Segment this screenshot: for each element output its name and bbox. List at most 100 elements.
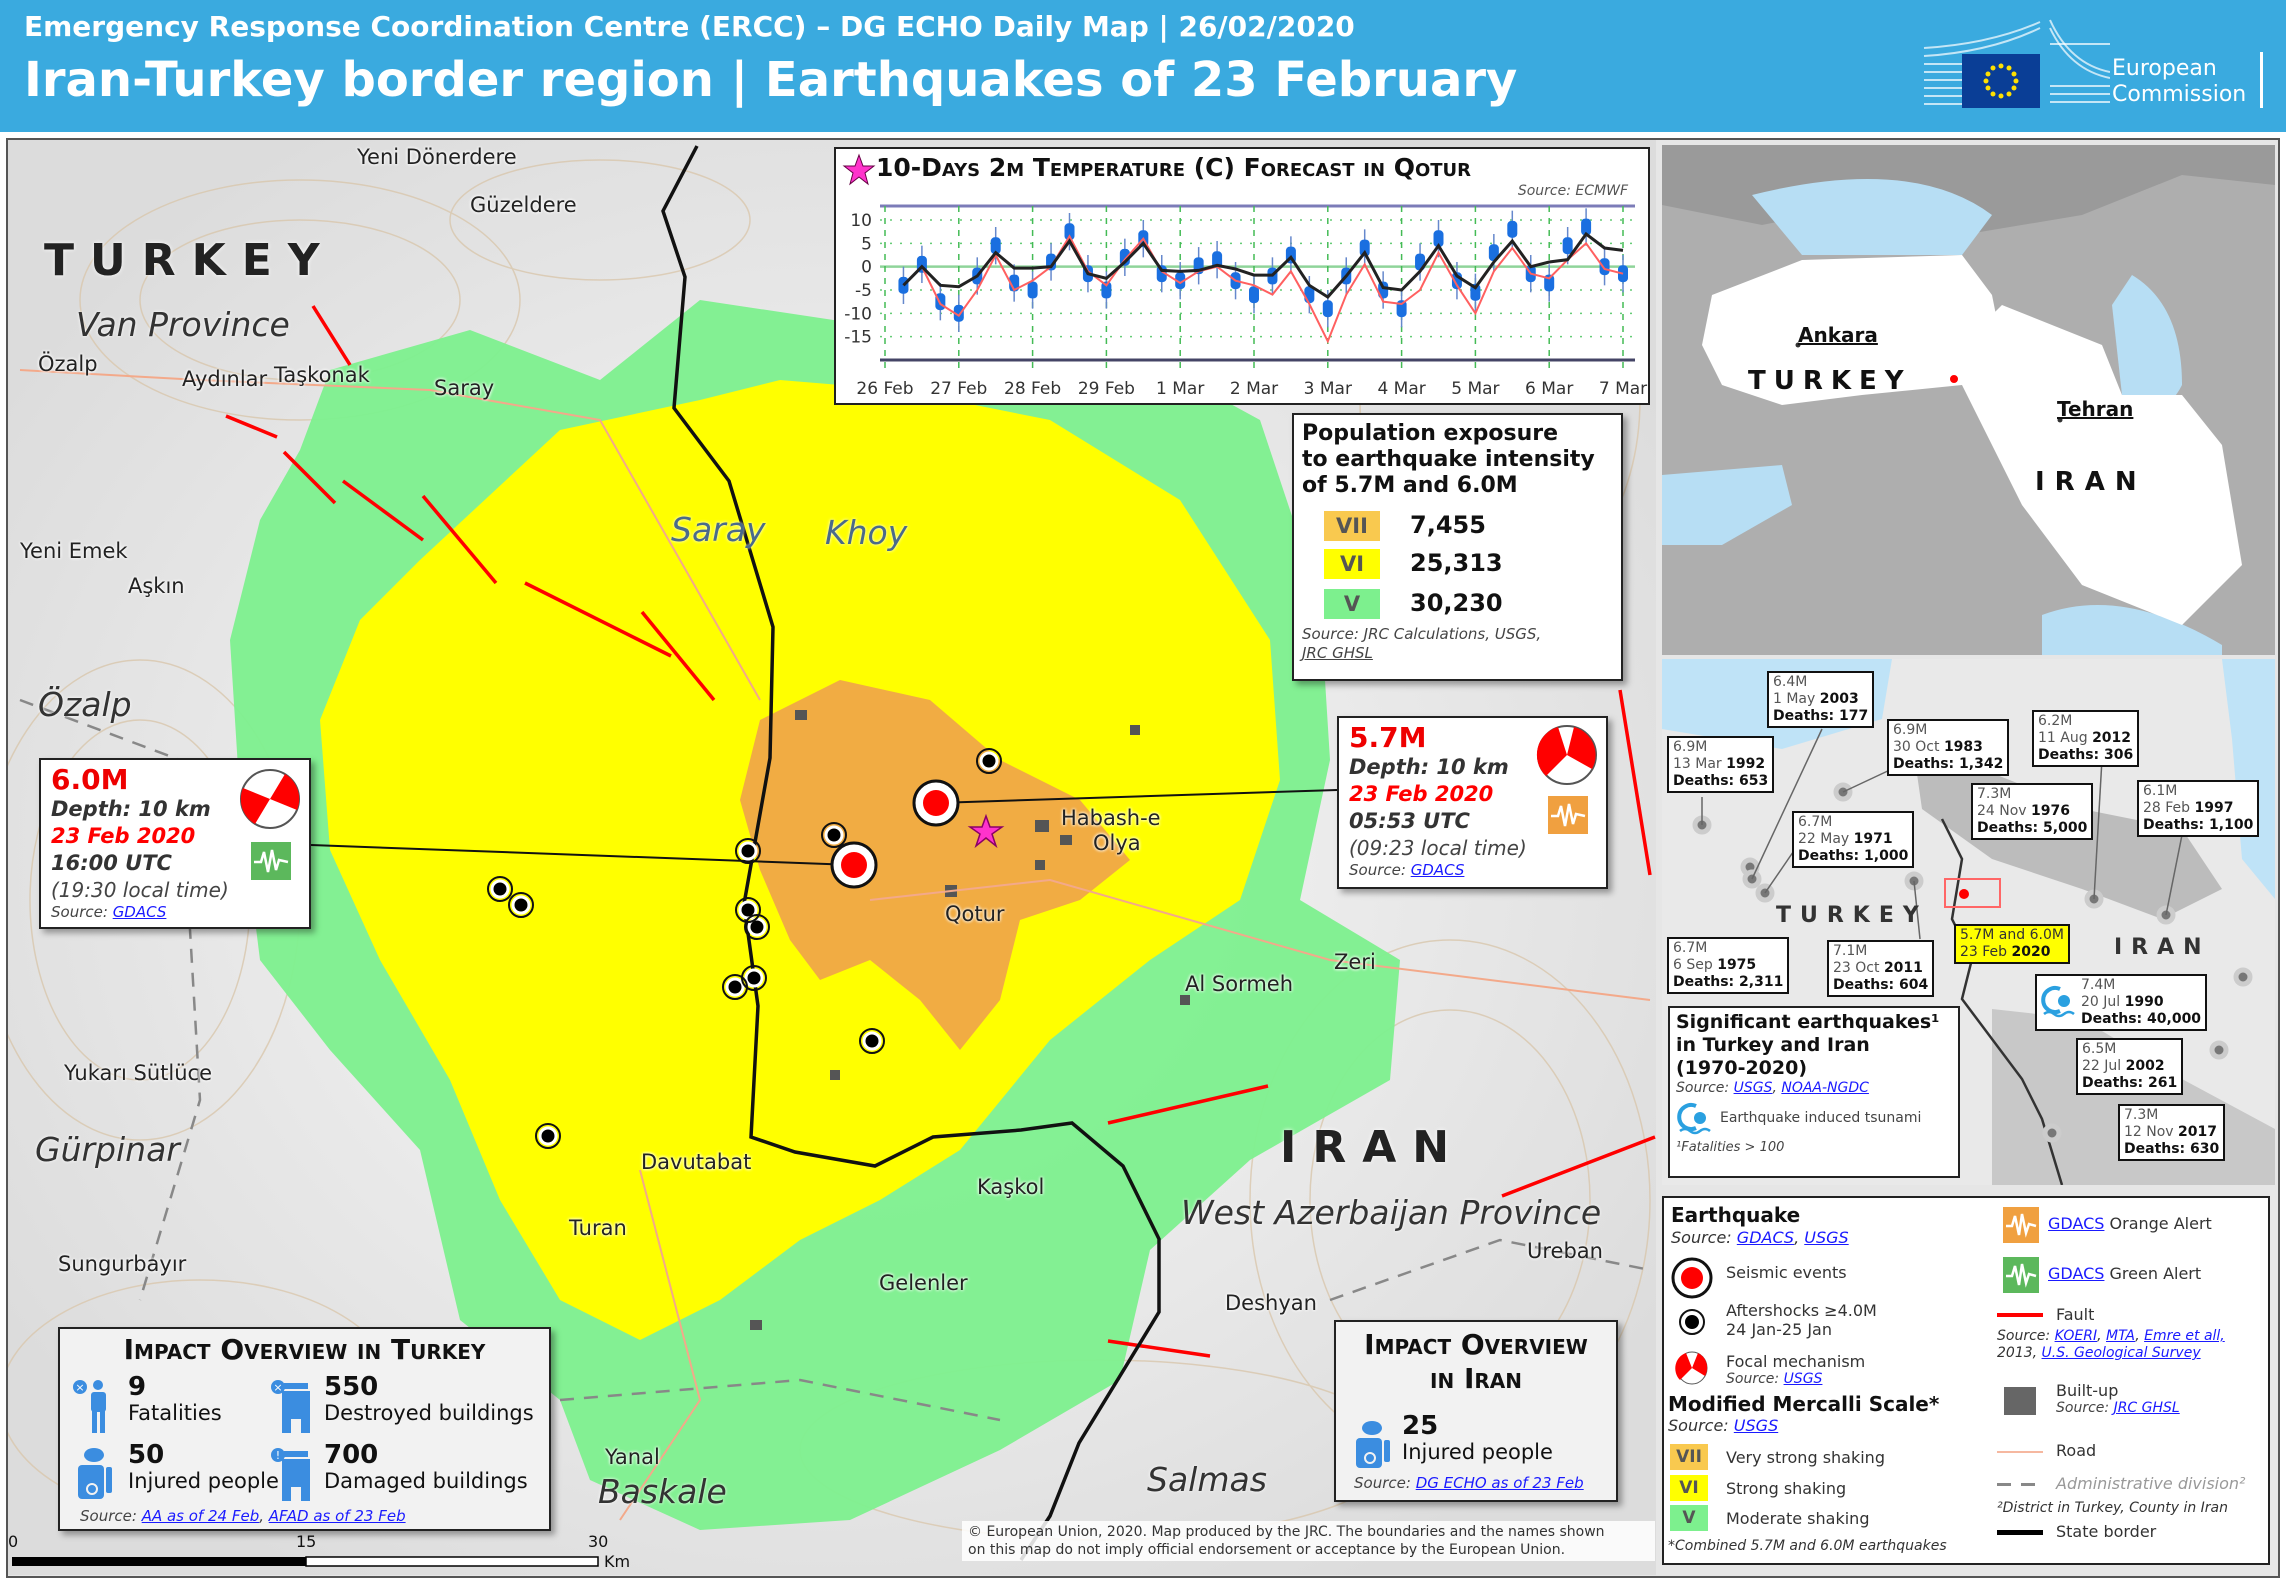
fault-lines [225,305,1656,1358]
impact-overview-turkey: Impact Overview in Turkey × 9 Fatalities … [58,1327,551,1531]
gdacs-link[interactable]: GDACS [1736,1228,1795,1247]
roads [19,369,1651,1521]
historical-earthquake-label: 6.9M 30 Oct 1983 Deaths: 1,342 [1887,719,2010,776]
legend-state-border-label: State border [2056,1522,2157,1541]
usgs-link[interactable]: USGS [1783,1371,1823,1387]
focal-mechanism-icon [1536,725,1597,785]
aftershock-markers[interactable] [487,748,1002,1149]
focal-mechanism-icon [240,769,300,829]
leader-line-6-0 [310,844,855,866]
population-exposure-box: Population exposure to earthquake intensi… [1292,413,1623,681]
damaged-buildings-count: 700 [324,1440,379,1470]
impact-title: Impact Overview in Turkey [123,1333,486,1366]
region-label: West Azerbaijan Province [1181,1193,1602,1232]
legend-fault-label: Fault [2056,1305,2095,1324]
damaged-buildings-label: Damaged buildings [324,1469,528,1493]
mta-link[interactable]: MTA [2106,1328,2136,1344]
noaa-link[interactable]: NOAA-NGDC [1781,1080,1869,1096]
map-disclaimer: © European Union, 2020. Map produced by … [962,1521,1655,1561]
place-label: Habash-e [1061,806,1161,830]
seismic-event-6-0[interactable] [830,841,878,889]
dg-echo-source-link[interactable]: DG ECHO as of 23 Feb [1415,1474,1584,1492]
temperature-chart: 10-Days 2m Temperature (C) Forecast in Q… [834,147,1650,405]
legend-aftershocks-dates: 24 Jan-25 Jan [1726,1320,1832,1339]
population-row: VI 25,313 [1324,549,1613,589]
fatalities-label: Fatalities [128,1401,222,1425]
afad-source-link[interactable]: AFAD as of 23 Feb [268,1507,406,1525]
seismic-event-5-7[interactable] [912,779,960,827]
chart-title: 10-Days 2m Temperature (C) Forecast in Q… [876,153,1472,182]
legend-admin-note: ²District in Turkey, County in Iran [1997,1500,2229,1516]
population-row: VII 7,455 [1324,511,1613,549]
legend-seismic-label: Seismic events [1726,1263,1847,1282]
page-title: Iran-Turkey border region | Earthquakes … [24,52,1518,108]
place-label: Güzeldere [470,193,577,217]
koeri-link[interactable]: KOERI [2054,1328,2098,1344]
persian-gulf [2042,605,2222,655]
legend-mmi-vii: VII Very strong shaking [1670,1444,1885,1470]
gdacs-link[interactable]: GDACS [1410,861,1465,879]
gdacs-link[interactable]: GDACS [2048,1214,2105,1233]
mmi-vii-zone [740,680,1130,1050]
qotur-star-icon [967,813,1005,849]
impact-overview-iran: Impact Overview in Iran 25 Injured people … [1334,1320,1618,1502]
destroyed-buildings-count: 550 [324,1372,379,1402]
fatalities-count: 9 [128,1372,147,1402]
place-label: Olya [1093,831,1141,855]
region-label: Baskale [598,1472,727,1511]
scale-tick: 30 [588,1532,609,1551]
overview-inset-map[interactable] [1662,145,2275,655]
legend-builtup-label: Built-up [2056,1381,2119,1400]
iran-area [1962,305,2242,625]
place-label: Yeni Emek [20,539,128,563]
place-label: Davutabat [641,1150,752,1174]
legend-focal-label: Focal mechanism [1726,1352,1866,1371]
region-label: Gürpinar [35,1130,180,1169]
historical-earthquake-label: 6.5M 22 Jul 2002 Deaths: 261 [2076,1038,2184,1095]
quake-popup-5-7: 5.7M Depth: 10 km 23 Feb 2020 05:53 UTC … [1337,716,1608,889]
place-label: Zeri [1334,950,1376,974]
tsunami-icon [2041,986,2075,1018]
svg-text:×: × [273,1381,282,1394]
city-label-tehran: Tehran [2057,397,2134,421]
country-label-turkey: TURKEY [44,235,336,286]
historical-earthquake-label: 7.3M 24 Nov 1976 Deaths: 5,000 [1971,783,2094,840]
svg-text:!: ! [276,1449,280,1462]
place-label: Gelenler [879,1271,968,1295]
quake-depth: Depth: 10 km [51,797,211,821]
usgs-fault-link[interactable]: U.S. Geological Survey [2041,1345,2201,1361]
state-border-symbol [1997,1530,2043,1535]
place-label: Aşkın [128,574,185,598]
usgs-link[interactable]: USGS [1733,1080,1773,1096]
place-label: Ureban [1527,1239,1603,1263]
current-event-label: 5.7M and 6.0M 23 Feb 2020 [1954,924,2070,964]
injured-people-icon [1356,1421,1390,1468]
historical-earthquake-label: 7.1M 23 Oct 2011 Deaths: 604 [1827,940,1935,997]
tsunami-label: Earthquake induced tsunami [1720,1110,1922,1126]
jrc-ghsl-link[interactable]: JRC GHSL [2113,1400,2180,1416]
gdacs-link[interactable]: GDACS [2048,1264,2105,1283]
place-label: Al Sormeh [1185,972,1294,996]
quake-popup-6-0: 6.0M Depth: 10 km 23 Feb 2020 16:00 UTC … [39,758,311,929]
tsunami-icon [1677,1103,1711,1135]
jrc-ghsl-link[interactable]: JRC GHSL [1302,644,1373,662]
historical-earthquake-label: 6.7M 6 Sep 1975 Deaths: 2,311 [1667,937,1790,994]
emre-link[interactable]: Emre et all, [2144,1328,2225,1344]
legend-mmi-note: *Combined 5.7M and 6.0M earthquakes [1668,1538,1947,1554]
gdacs-link[interactable]: GDACS [112,903,167,921]
place-label: Aydınlar [182,367,268,391]
quake-local-time: (19:30 local time) [51,878,229,902]
quake-date: 23 Feb 2020 [51,824,196,848]
quake-utc: 16:00 UTC [51,851,172,875]
usgs-link[interactable]: USGS [1804,1228,1849,1247]
place-label: Saray [434,376,495,400]
injured-count: 50 [128,1440,165,1470]
quake-date: 23 Feb 2020 [1349,782,1494,806]
aa-source-link[interactable]: AA as of 24 Feb [141,1507,260,1525]
usgs-link[interactable]: USGS [1733,1416,1779,1435]
damaged-buildings-icon: ! [271,1448,310,1501]
historical-earthquake-label: 6.2M 11 Aug 2012 Deaths: 306 [2032,710,2140,767]
historical-earthquake-label: 6.4M 1 May 2003 Deaths: 177 [1767,671,1875,728]
scale-tick: 0 [8,1532,19,1551]
place-label: Sungurbayır [58,1252,187,1276]
